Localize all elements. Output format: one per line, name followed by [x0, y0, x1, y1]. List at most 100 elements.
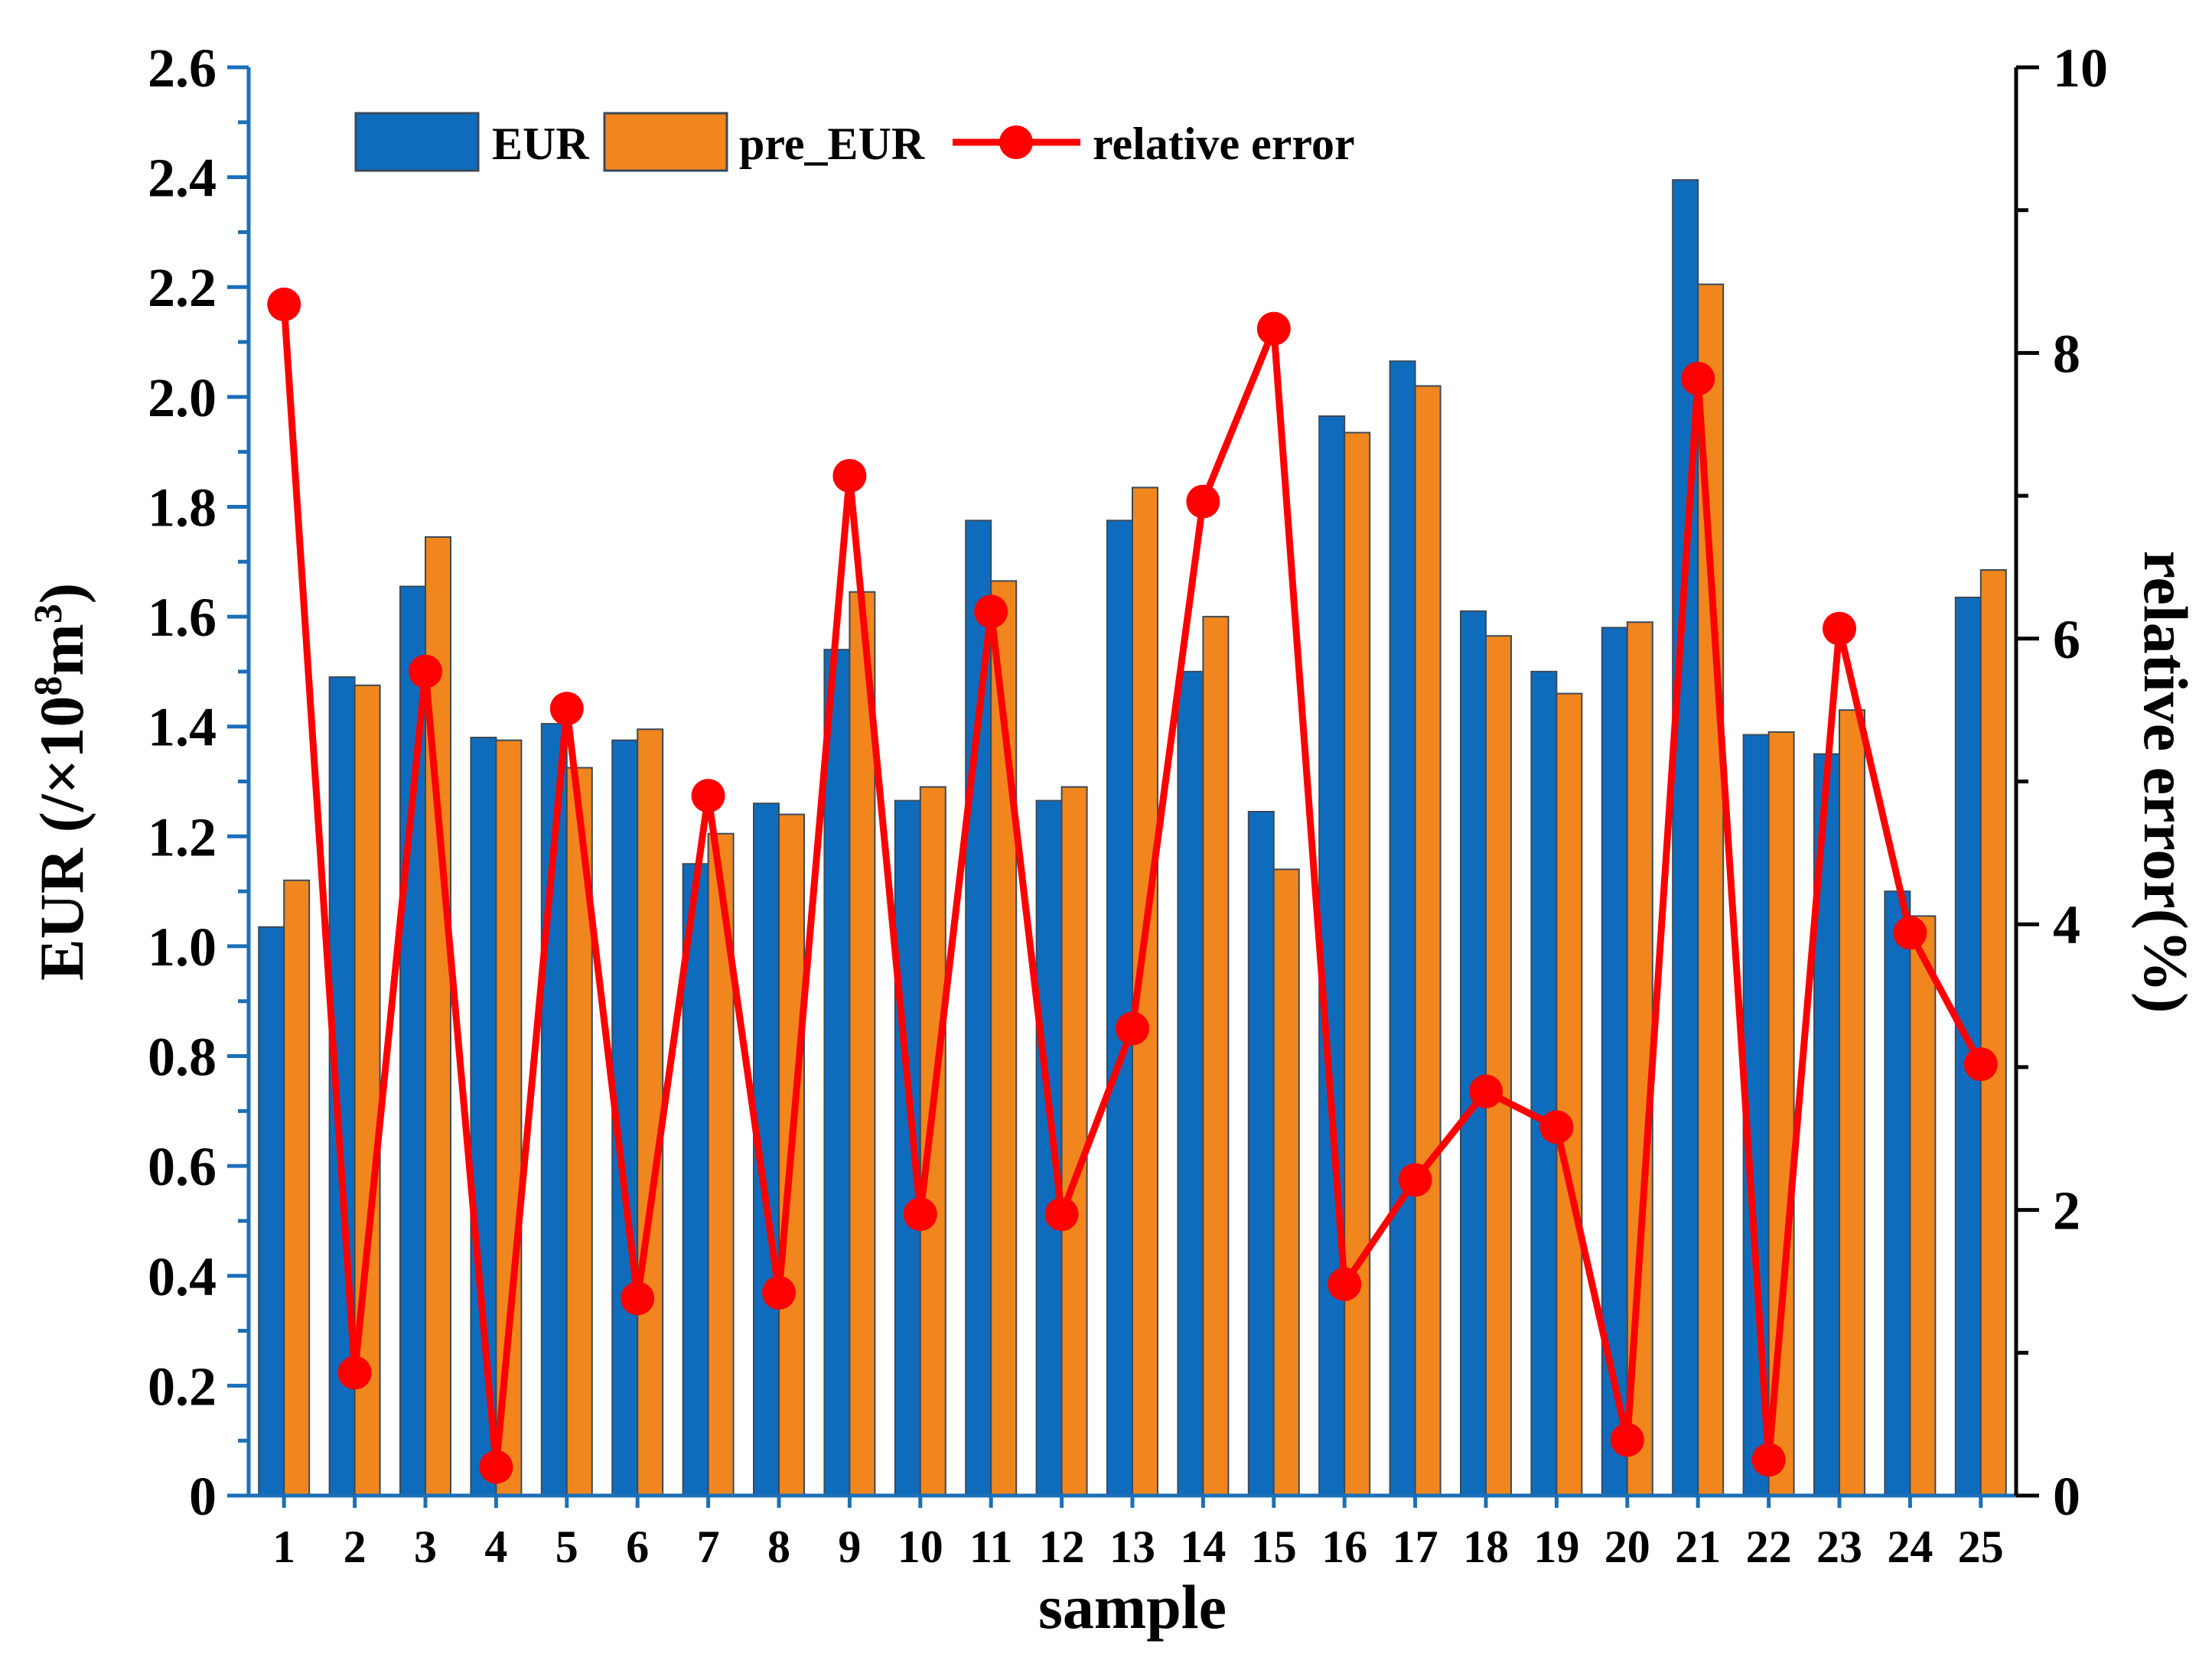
right-tick-label: 6 [2053, 609, 2080, 670]
x-tick-label: 1 [272, 1522, 295, 1572]
x-axis-title: sample [1038, 1572, 1227, 1642]
y-axis-title-part: ) [27, 583, 96, 604]
relative-error-point-1 [267, 287, 301, 321]
relative-error-point-25 [1963, 1047, 1998, 1082]
bar-eur-14 [1177, 670, 1204, 1496]
x-tick-label: 24 [1887, 1522, 1933, 1572]
axes-layer: 0 0.2 0.4 0.6 0.8 1.0 1.2 1.4 1.6 1.8 2.0 2.2 2.4 2.6… [148, 37, 2108, 1572]
relative-error-point-11 [974, 594, 1008, 629]
relative-error-point-5 [549, 692, 584, 726]
legend-label-relative-error: relative error [1093, 119, 1355, 169]
x-tick-label: 20 [1604, 1522, 1650, 1572]
relative-error-point-22 [1751, 1443, 1786, 1477]
x-tick-label: 6 [626, 1522, 649, 1572]
x-tick-label: 23 [1816, 1522, 1862, 1572]
right-tick-label: 8 [2053, 323, 2080, 384]
bar-eur-17 [1389, 360, 1416, 1496]
relative-error-point-12 [1044, 1197, 1079, 1232]
right-tick-label: 0 [2053, 1466, 2080, 1527]
x-tick-label: 25 [1958, 1522, 2004, 1572]
x-tick-label: 5 [555, 1522, 578, 1572]
y-axis-title-superscript: 8 [27, 676, 70, 696]
x-tick-label: 18 [1463, 1522, 1509, 1572]
x-tick-label: 13 [1109, 1522, 1155, 1572]
left-tick-label: 1.4 [148, 697, 217, 758]
x-tick-label: 3 [414, 1522, 437, 1572]
bar-eur-15 [1247, 810, 1275, 1497]
bar-eur-12 [1035, 799, 1063, 1496]
relative-error-point-19 [1539, 1110, 1574, 1144]
left-tick-label: 0.4 [148, 1246, 217, 1307]
bar-pre-eur-9 [849, 591, 876, 1497]
y-axis-title: EUR (/×108m3) [27, 583, 97, 981]
relative-error-point-15 [1256, 311, 1291, 346]
relative-error-point-24 [1893, 916, 1927, 950]
relative-error-point-23 [1823, 611, 1856, 646]
left-tick-label: 0.8 [148, 1027, 217, 1088]
left-tick-label: 2.0 [148, 367, 217, 428]
bar-pre-eur-12 [1060, 786, 1088, 1496]
left-tick-label: 1.2 [148, 806, 217, 868]
y-axis-title-part: EUR (/×10 [27, 696, 96, 981]
x-tick-label: 21 [1675, 1522, 1721, 1572]
x-tick-label: 10 [898, 1522, 943, 1572]
left-tick-label: 2.6 [148, 37, 217, 99]
x-tick-label: 14 [1180, 1522, 1226, 1572]
bar-pre-eur-6 [637, 728, 664, 1496]
relative-error-point-4 [479, 1450, 513, 1484]
x-tick-label: 22 [1746, 1522, 1792, 1572]
bar-eur-24 [1884, 890, 1911, 1496]
bar-pre-eur-17 [1414, 385, 1442, 1496]
x-tick-label: 7 [697, 1522, 720, 1572]
bar-pre-eur-14 [1202, 616, 1230, 1496]
right-tick-label: 4 [2053, 894, 2080, 955]
relative-error-point-20 [1610, 1423, 1644, 1457]
relative-error-point-2 [337, 1356, 372, 1390]
bar-eur-9 [823, 649, 851, 1497]
left-tick-label: 0.2 [148, 1356, 217, 1417]
relative-error-point-18 [1469, 1074, 1503, 1108]
relative-error-point-8 [762, 1275, 796, 1310]
y-axis-title-superscript: 3 [27, 604, 70, 623]
x-tick-label: 19 [1533, 1522, 1579, 1572]
relative-error-point-21 [1681, 362, 1715, 396]
x-tick-label: 9 [838, 1522, 861, 1572]
bar-pre-eur-23 [1839, 709, 1865, 1496]
left-tick-label: 0.6 [148, 1136, 217, 1197]
left-tick-label: 1.6 [148, 587, 217, 648]
bar-pre-eur-10 [919, 786, 946, 1496]
left-tick-label: 1.0 [148, 916, 217, 978]
legend-label-eur: EUR [492, 119, 589, 169]
x-tick-label: 4 [484, 1522, 507, 1572]
relative-error-line-layer [267, 287, 1998, 1484]
left-tick-label: 2.4 [148, 148, 217, 209]
legend-marker-relative-error [999, 125, 1033, 159]
left-tick-label: 1.8 [148, 477, 217, 538]
bar-eur-1 [258, 926, 285, 1496]
left-tick-label: 0 [189, 1466, 217, 1527]
bar-eur-19 [1530, 670, 1558, 1496]
bar-eur-4 [470, 737, 497, 1496]
legend-label-pre-eur: pre_EUR [739, 119, 925, 169]
right-tick-label: 2 [2053, 1180, 2080, 1242]
bar-eur-13 [1106, 519, 1133, 1496]
relative-error-point-14 [1186, 484, 1220, 519]
y2-axis-title: relative error(%) [2131, 551, 2201, 1014]
bar-pre-eur-18 [1485, 635, 1512, 1496]
bar-pre-eur-22 [1767, 731, 1795, 1496]
bar-pre-eur-25 [1979, 569, 2007, 1496]
x-tick-label: 2 [344, 1522, 366, 1572]
y-axis-title-part: m [27, 623, 96, 675]
relative-error-point-7 [691, 779, 725, 813]
bar-pre-eur-4 [495, 739, 523, 1496]
x-tick-label: 16 [1321, 1522, 1367, 1572]
x-tick-label: 12 [1039, 1522, 1085, 1572]
relative-error-point-16 [1328, 1267, 1362, 1301]
x-tick-label: 15 [1251, 1522, 1297, 1572]
bars-layer [258, 179, 2007, 1497]
legend: EUR pre_EUR relative error [354, 112, 1355, 172]
legend-swatch-eur [354, 112, 480, 172]
relative-error-point-13 [1116, 1011, 1149, 1046]
